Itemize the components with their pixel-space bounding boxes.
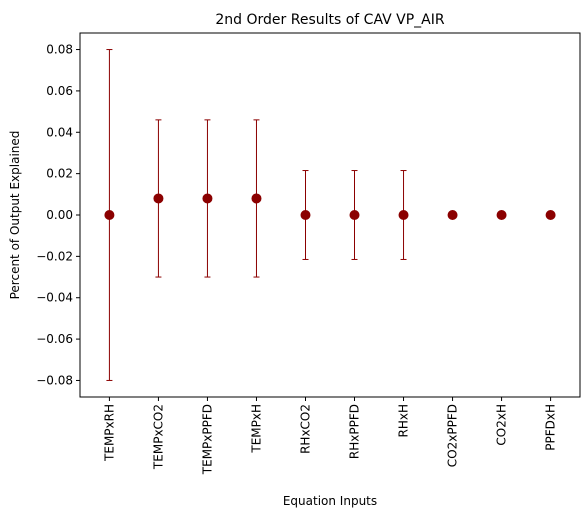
data-point — [398, 210, 409, 220]
y-axis-label: Percent of Output Explained — [8, 131, 22, 300]
x-tick-label: TEMPxH — [249, 404, 263, 454]
y-tick-label: 0.08 — [46, 43, 73, 57]
data-point — [496, 210, 507, 220]
y-tick-label: 0.06 — [46, 84, 73, 98]
x-tick-label: TEMPxCO2 — [151, 404, 165, 470]
y-tick-label: −0.08 — [36, 373, 73, 387]
chart-title: 2nd Order Results of CAV VP_AIR — [215, 12, 445, 28]
y-tick-label: 0.02 — [46, 167, 73, 181]
data-point — [545, 210, 556, 220]
y-axis: −0.08 −0.06 −0.04 −0.02 0.00 0.02 0.04 0.06 0.08 — [36, 43, 80, 387]
data-point — [300, 210, 311, 220]
x-tick-label: RHxPPFD — [348, 404, 362, 459]
data-point — [251, 193, 262, 204]
x-axis: TEMPxRH TEMPxCO2 TEMPxPPFD TEMPxH RHxCO2 RHxP… — [102, 397, 558, 475]
y-tick-label: 0.00 — [46, 208, 73, 222]
x-tick-label: CO2xH — [495, 404, 509, 446]
data-point — [349, 210, 360, 220]
x-tick-label: TEMPxRH — [102, 404, 116, 462]
y-tick-label: 0.04 — [46, 125, 73, 139]
data-point — [447, 210, 458, 220]
x-axis-label: Equation Inputs — [283, 494, 377, 508]
x-tick-label: PPFDxH — [544, 404, 558, 451]
y-tick-label: −0.02 — [36, 249, 73, 263]
data-point — [153, 193, 164, 204]
data-point — [104, 210, 115, 220]
y-tick-label: −0.06 — [36, 332, 73, 346]
x-tick-label: RHxH — [397, 404, 411, 438]
x-tick-label: CO2xPPFD — [446, 404, 460, 467]
y-tick-label: −0.04 — [36, 291, 73, 305]
data-point — [202, 193, 213, 204]
x-tick-label: RHxCO2 — [298, 404, 312, 454]
plot-area — [79, 32, 581, 398]
x-tick-label: TEMPxPPFD — [200, 404, 214, 475]
